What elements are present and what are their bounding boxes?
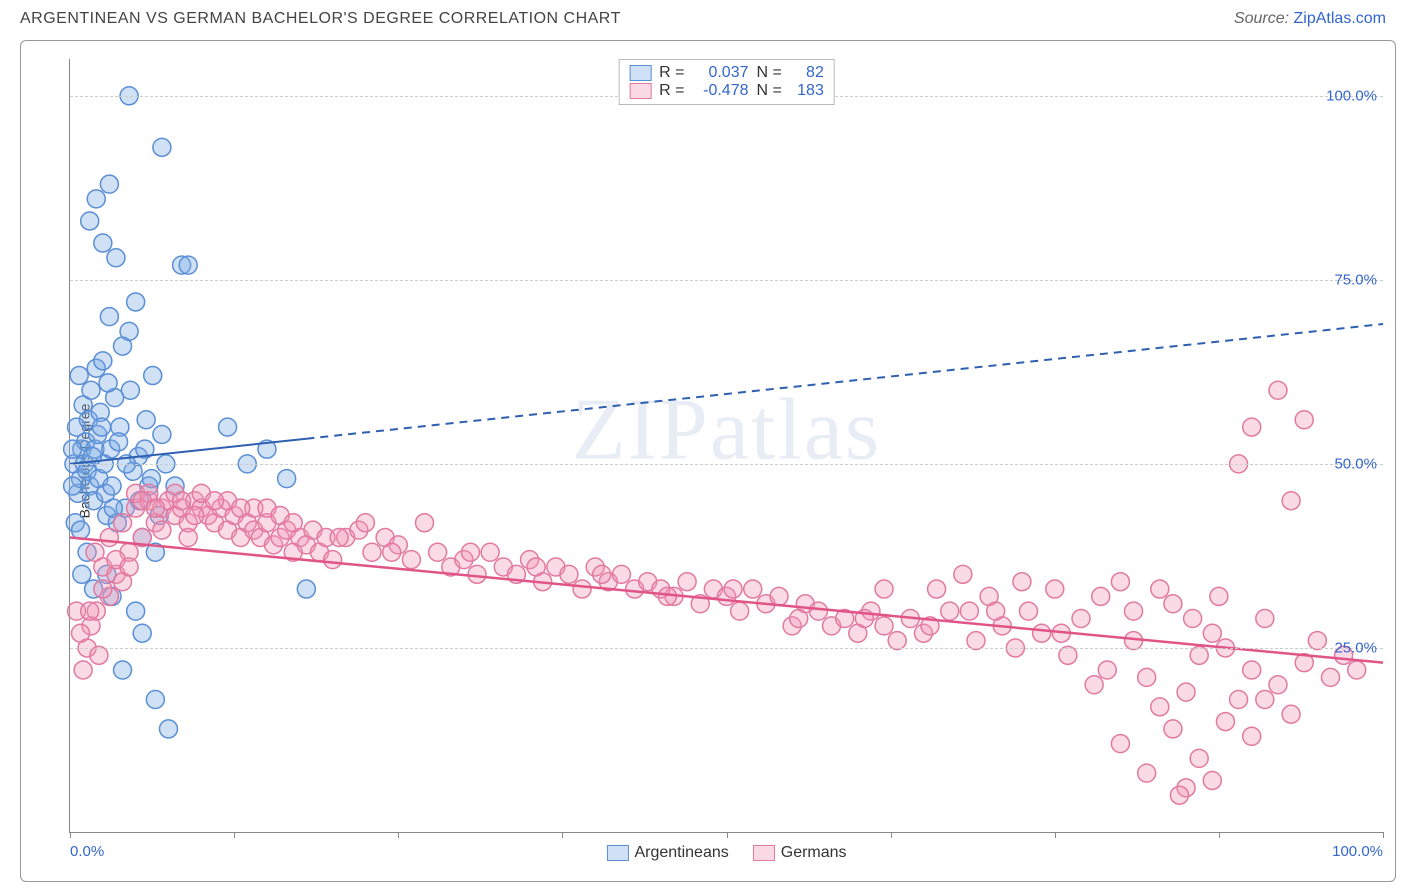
swatch-argentineans-icon [606, 845, 628, 861]
y-tick-label: 25.0% [1334, 639, 1377, 656]
scatter-svg [70, 59, 1383, 832]
stats-row-germans: R = -0.478 N = 183 [629, 82, 824, 100]
stats-legend: R = 0.037 N = 82 R = -0.478 N = 183 [618, 59, 835, 105]
chart-title: ARGENTINEAN VS GERMAN BACHELOR'S DEGREE … [20, 10, 621, 28]
r-value-argentineans: 0.037 [693, 64, 749, 82]
stats-row-argentineans: R = 0.037 N = 82 [629, 64, 824, 82]
plot-area: ZIPatlas R = 0.037 N = 82 R = -0.478 N =… [69, 59, 1383, 833]
legend-item-argentineans: Argentineans [606, 844, 728, 862]
chart-header: ARGENTINEAN VS GERMAN BACHELOR'S DEGREE … [0, 0, 1406, 34]
n-value-germans: 183 [790, 82, 824, 100]
n-value-argentineans: 82 [790, 64, 824, 82]
swatch-germans-icon [753, 845, 775, 861]
legend-item-germans: Germans [753, 844, 847, 862]
r-value-germans: -0.478 [693, 82, 749, 100]
chart-container: Bachelor's Degree ZIPatlas R = 0.037 N =… [20, 40, 1396, 882]
x-axis-max-label: 100.0% [1332, 843, 1383, 860]
swatch-germans [629, 83, 651, 99]
y-tick-label: 50.0% [1334, 455, 1377, 472]
swatch-argentineans [629, 65, 651, 81]
x-axis-min-label: 0.0% [70, 843, 104, 860]
y-tick-label: 100.0% [1326, 87, 1377, 104]
series-legend: Argentineans Germans [606, 844, 846, 862]
y-tick-label: 75.0% [1334, 271, 1377, 288]
source-attribution: Source: ZipAtlas.com [1234, 10, 1386, 28]
source-link[interactable]: ZipAtlas.com [1294, 10, 1386, 27]
